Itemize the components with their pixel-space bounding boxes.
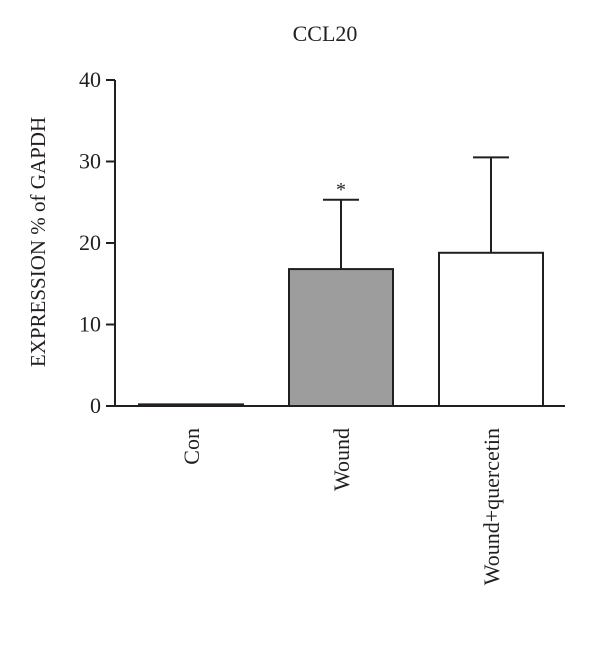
y-tick-label: 20 (79, 230, 101, 255)
y-ticks: 0 10 20 30 40 (79, 67, 115, 418)
bar (438, 251, 544, 407)
x-tick-label: Con (179, 428, 204, 465)
y-tick-label: 10 (79, 312, 101, 337)
bars: * (138, 156, 544, 407)
chart-title: CCL20 (293, 21, 358, 46)
y-tick-label: 30 (79, 149, 101, 174)
bar (288, 268, 394, 407)
x-tick-label: Wound+quercetin (479, 428, 504, 585)
significance-marker: * (336, 179, 346, 201)
y-tick-label: 40 (79, 67, 101, 92)
bar (138, 403, 244, 407)
x-tick-label: Wound (329, 428, 354, 491)
y-tick-label: 0 (90, 393, 101, 418)
x-tick-labels: Con Wound Wound+quercetin (179, 428, 504, 585)
y-axis-label: EXPRESSION % of GAPDH (26, 117, 50, 367)
